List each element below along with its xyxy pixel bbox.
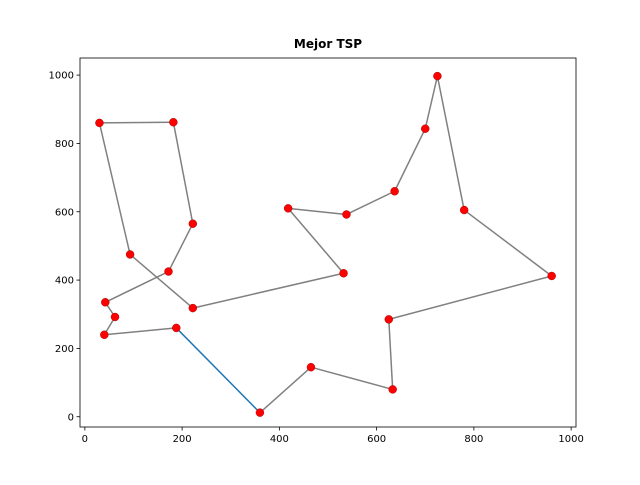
city-point <box>164 267 173 276</box>
city-point <box>101 298 110 307</box>
y-tick-label: 0 <box>68 412 74 423</box>
chart-title: Mejor TSP <box>294 37 362 51</box>
city-point <box>547 271 556 281</box>
x-tick-label: 400 <box>270 434 289 445</box>
highlight-edge <box>175 327 261 414</box>
tour-edge <box>463 209 553 277</box>
city-point <box>125 250 135 259</box>
x-tick-label: 1000 <box>558 434 583 445</box>
city-point <box>339 269 348 278</box>
y-tick-label: 800 <box>55 139 74 150</box>
city-point <box>433 71 442 81</box>
city-point <box>421 124 430 133</box>
tour-edge <box>346 190 395 216</box>
tour-edge <box>424 75 439 129</box>
tour-edge <box>388 275 552 321</box>
plot-frame <box>79 57 577 428</box>
tour-edge <box>172 122 194 224</box>
city-point <box>100 330 109 339</box>
tour-paths <box>98 75 553 414</box>
tour-edge <box>167 223 194 272</box>
city-point <box>169 118 178 127</box>
y-axis-ticks: 0 200 400 600 800 1000 <box>49 71 80 423</box>
city-point <box>188 219 198 228</box>
x-tick-label: 0 <box>82 434 88 445</box>
y-tick-label: 1000 <box>49 71 74 82</box>
x-tick-label: 600 <box>367 434 386 445</box>
city-point <box>459 205 469 215</box>
y-tick-label: 600 <box>55 207 74 218</box>
tour-edge <box>393 128 426 192</box>
city-points <box>95 71 556 417</box>
tour-edge <box>288 207 347 216</box>
tour-edge <box>104 270 169 303</box>
y-tick-label: 400 <box>55 276 74 287</box>
tour-edge <box>192 272 344 309</box>
city-point <box>384 315 393 324</box>
tour-edge <box>129 253 194 309</box>
city-point <box>388 385 397 394</box>
x-axis-ticks: 0 200 400 600 800 1000 <box>82 427 584 445</box>
tour-edge <box>99 121 174 124</box>
city-point <box>95 118 104 128</box>
tour-edge <box>388 319 394 390</box>
city-point <box>110 312 120 322</box>
city-point <box>255 408 265 417</box>
city-point <box>390 187 399 196</box>
tour-edge <box>436 75 465 211</box>
city-point <box>306 363 316 372</box>
y-tick-label: 200 <box>55 344 74 355</box>
city-point <box>172 323 181 333</box>
city-point <box>188 303 198 313</box>
x-tick-label: 800 <box>464 434 483 445</box>
tour-edge <box>104 327 177 336</box>
x-tick-label: 200 <box>173 434 192 445</box>
tour-edge <box>287 207 345 274</box>
tour-edge <box>310 366 393 391</box>
city-point <box>283 204 293 213</box>
tour-edge <box>259 366 312 414</box>
city-point <box>342 210 351 219</box>
tour-edge <box>98 122 131 255</box>
